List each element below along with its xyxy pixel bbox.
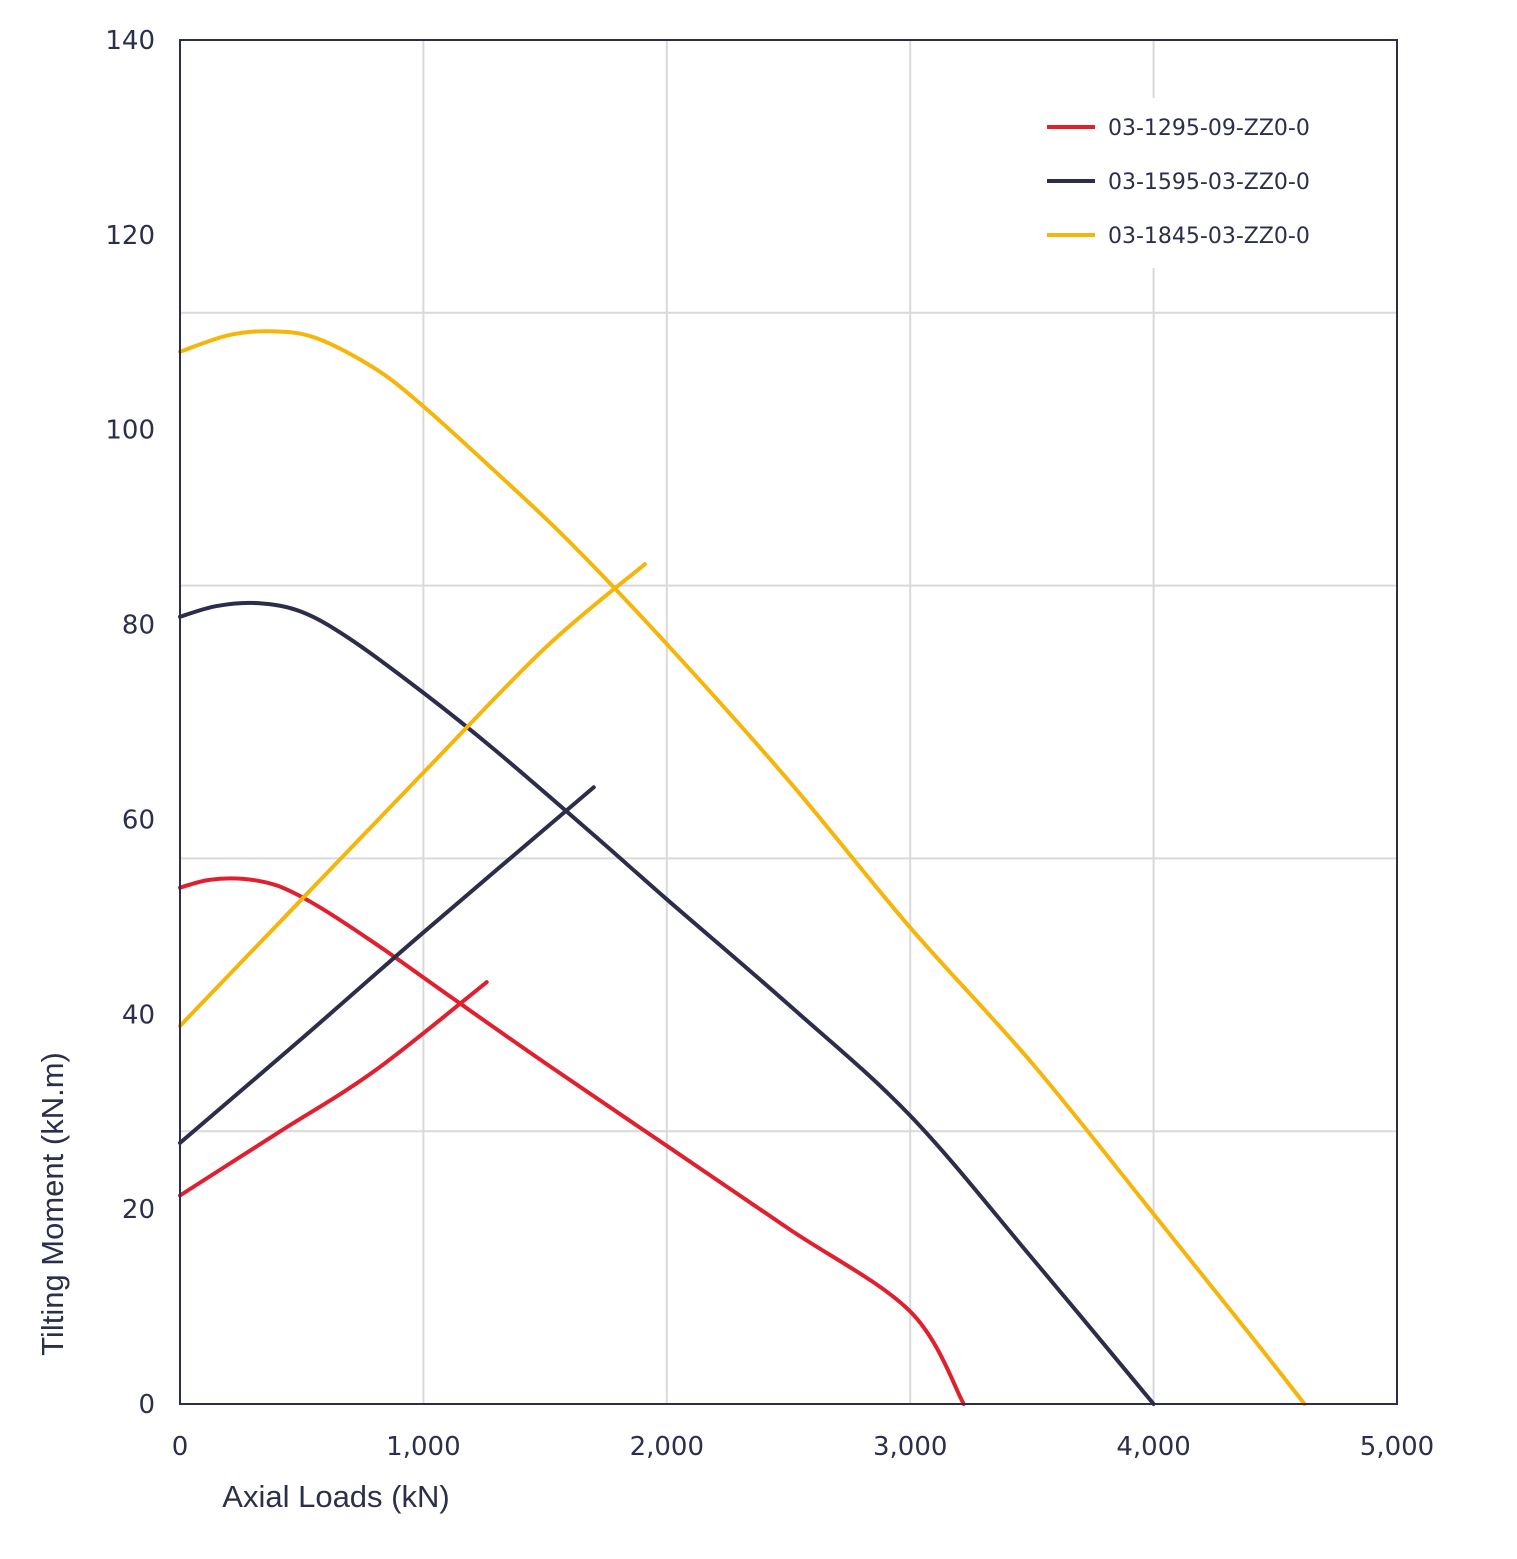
series-03-1845-03-ZZ0-0 [178, 329, 1307, 1406]
y-tick-label: 100 [105, 416, 155, 446]
x-tick-label: 2,000 [630, 1432, 704, 1462]
series-line-03-1845-03-ZZ0-0-dynamic [178, 329, 1307, 1406]
x-tick-label: 1,000 [386, 1432, 460, 1462]
x-tick-label: 3,000 [873, 1432, 947, 1462]
x-tick-label: 4,000 [1116, 1432, 1190, 1462]
series-line-03-1595-03-ZZ0-0-static [178, 785, 596, 1145]
legend-label: 03-1845-03-ZZ0-0 [1108, 224, 1310, 249]
y-axis-title: Tilting Moment (kN.m) [35, 1052, 70, 1356]
plot-frame [179, 39, 1398, 1405]
y-tick-label: 0 [138, 1390, 155, 1420]
series-line-03-1845-03-ZZ0-0-static [178, 562, 647, 1028]
series-lines [178, 329, 1307, 1406]
legend-label: 03-1295-09-ZZ0-0 [1108, 116, 1310, 141]
series-line-03-1295-09-ZZ0-0-static [178, 980, 489, 1198]
y-tick-label: 40 [122, 1000, 155, 1030]
series-line-03-1295-09-ZZ0-0-dynamic [178, 876, 966, 1406]
x-axis-title: Axial Loads (kN) [222, 1479, 449, 1514]
legend: 03-1295-09-ZZ0-0 03-1595-03-ZZ0-0 03-1845-… [1030, 98, 1340, 268]
x-tick-label: 5,000 [1360, 1432, 1434, 1462]
plot-border [179, 39, 1398, 1405]
y-tick-label: 140 [105, 26, 155, 56]
y-tick-label: 80 [122, 611, 155, 641]
legend-label: 03-1595-03-ZZ0-0 [1108, 170, 1310, 195]
y-tick-label: 20 [122, 1195, 155, 1225]
y-tick-label: 120 [105, 221, 155, 251]
y-tick-label: 60 [122, 805, 155, 835]
tick-labels: 0 1,000 2,000 3,000 4,000 5,000 0 20 40 60 80 100 12… [105, 26, 1434, 1462]
x-tick-label: 0 [172, 1432, 189, 1462]
series-03-1295-09-ZZ0-0 [178, 876, 966, 1406]
series-line-03-1595-03-ZZ0-0-dynamic [178, 600, 1156, 1406]
series-03-1595-03-ZZ0-0 [178, 600, 1156, 1406]
